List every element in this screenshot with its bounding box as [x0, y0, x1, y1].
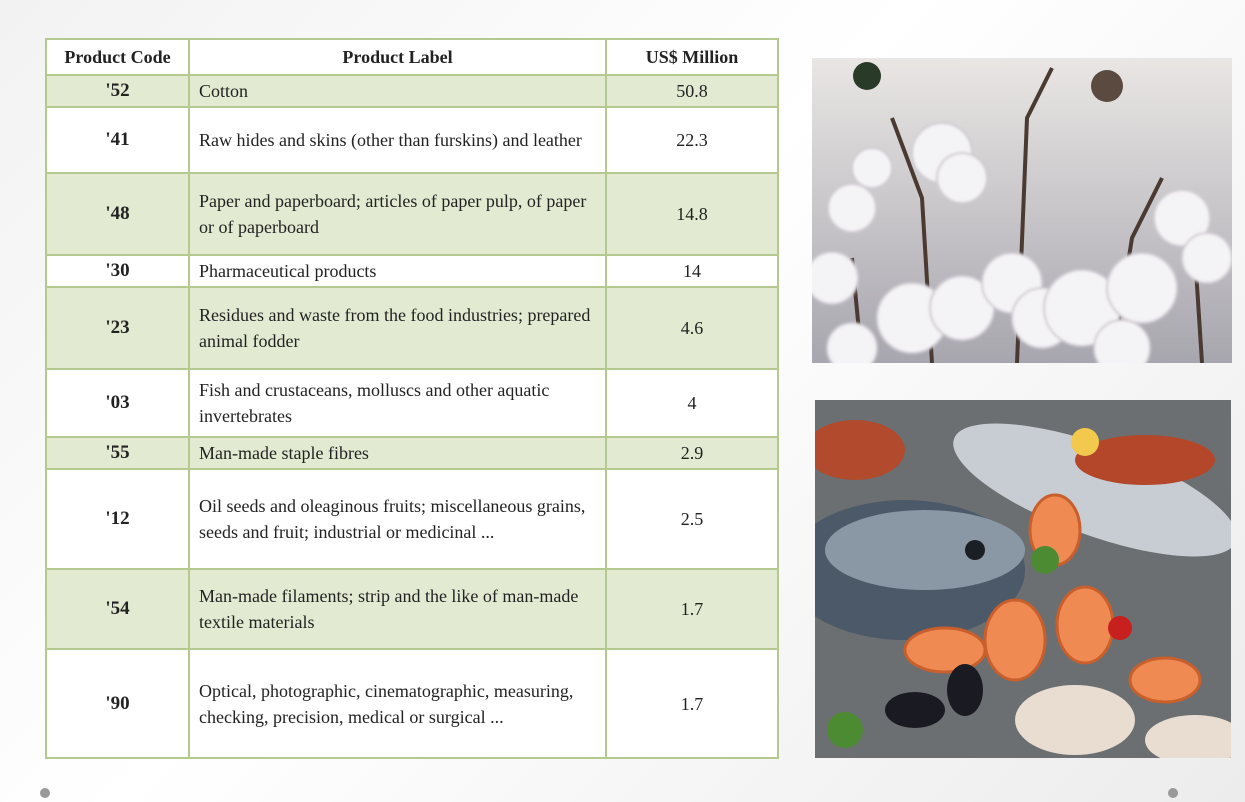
table-cell: '23 — [46, 287, 189, 369]
header-cell: Product Label — [189, 39, 606, 75]
table-cell: Raw hides and skins (other than furskins… — [189, 107, 606, 173]
table-cell: '90 — [46, 649, 189, 758]
table-cell: '41 — [46, 107, 189, 173]
table-cell: 1.7 — [606, 569, 778, 649]
table-cell: 14 — [606, 255, 778, 287]
table-cell: Cotton — [189, 75, 606, 107]
table-cell: '55 — [46, 437, 189, 469]
table-cell: 50.8 — [606, 75, 778, 107]
table-cell: Fish and crustaceans, molluscs and other… — [189, 369, 606, 437]
table-cell: Paper and paperboard; articles of paper … — [189, 173, 606, 255]
table-cell: 4.6 — [606, 287, 778, 369]
cotton-image — [812, 58, 1232, 363]
table-cell: '12 — [46, 469, 189, 569]
table-cell: 14.8 — [606, 173, 778, 255]
table-cell: Pharmaceutical products — [189, 255, 606, 287]
table-cell: 4 — [606, 369, 778, 437]
table-cell: Man-made filaments; strip and the like o… — [189, 569, 606, 649]
table-cell: '48 — [46, 173, 189, 255]
table-cell: 22.3 — [606, 107, 778, 173]
table-cell: Oil seeds and oleaginous fruits; miscell… — [189, 469, 606, 569]
header-cell: US$ Million — [606, 39, 778, 75]
table-cell: 1.7 — [606, 649, 778, 758]
table-cell: 2.5 — [606, 469, 778, 569]
seafood-image — [815, 400, 1231, 758]
header-cell: Product Code — [46, 39, 189, 75]
slide-dot — [1168, 788, 1178, 798]
table-cell: '30 — [46, 255, 189, 287]
slide-dot — [40, 788, 50, 798]
table-cell: '54 — [46, 569, 189, 649]
slide: {"table":{"header":["Product Code","Prod… — [0, 0, 1245, 802]
table-cell: '52 — [46, 75, 189, 107]
table-cell: Man-made staple fibres — [189, 437, 606, 469]
table-cell: Optical, photographic, cinematographic, … — [189, 649, 606, 758]
table-cell: 2.9 — [606, 437, 778, 469]
table-cell: '03 — [46, 369, 189, 437]
table-cell: Residues and waste from the food industr… — [189, 287, 606, 369]
